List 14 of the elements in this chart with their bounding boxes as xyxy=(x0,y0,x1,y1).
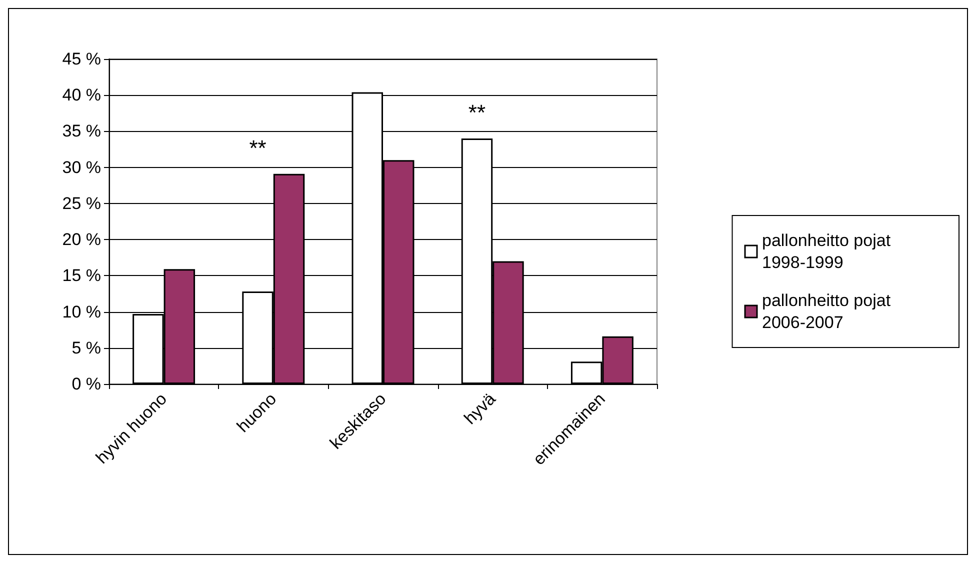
annotation: ** xyxy=(249,135,267,160)
y-tick-label: 20 % xyxy=(62,230,101,250)
y-tick-label: 30 % xyxy=(62,158,101,177)
y-tick-label: 45 % xyxy=(62,50,101,68)
legend-label: pallonheitto pojat 2006-2007 xyxy=(762,291,896,332)
y-tick-label: 0 % xyxy=(72,374,101,394)
y-tick-label: 10 % xyxy=(62,302,101,322)
y-tick-label: 35 % xyxy=(62,122,101,141)
annotation: ** xyxy=(468,100,486,125)
legend-label: pallonheitto pojat 1998-1999 xyxy=(762,231,896,272)
y-tick-label: 15 % xyxy=(62,266,101,286)
y-tick-label: 25 % xyxy=(62,194,101,213)
y-tick-label: 40 % xyxy=(62,86,101,105)
y-tick-label: 5 % xyxy=(72,338,101,358)
